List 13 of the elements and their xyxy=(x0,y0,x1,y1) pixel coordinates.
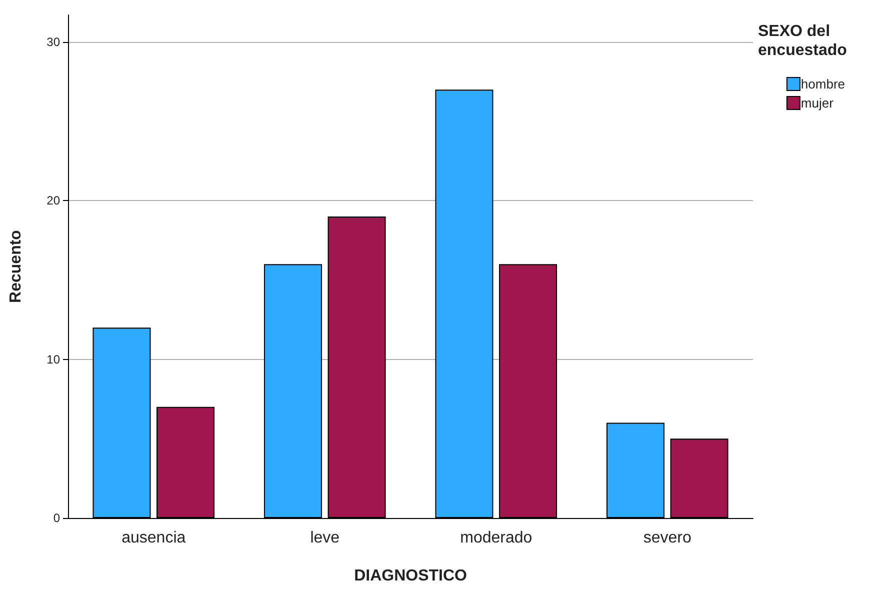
x-tick-label: leve xyxy=(310,530,340,546)
x-tick-label: ausencia xyxy=(122,530,186,546)
y-tick-label: 0 xyxy=(53,511,60,525)
y-tick-label: 10 xyxy=(46,352,60,366)
x-axis-title: DIAGNOSTICO xyxy=(354,568,467,584)
x-tick-label: moderado xyxy=(460,530,532,546)
legend-title: SEXO del encuestado xyxy=(758,23,848,59)
x-tick-label: severo xyxy=(643,530,692,546)
y-tick-label: 20 xyxy=(46,194,60,208)
y-tick-label: 30 xyxy=(46,34,60,49)
legend-label: mujer xyxy=(800,96,834,110)
legend-label: hombre xyxy=(800,76,845,92)
y-axis-title: Recuento xyxy=(8,230,24,303)
